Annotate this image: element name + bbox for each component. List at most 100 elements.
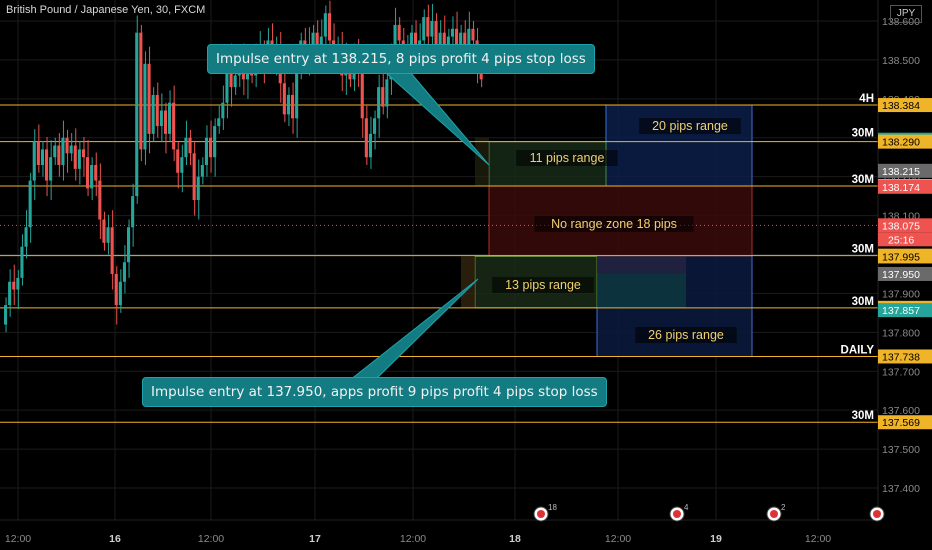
candle-body [24, 227, 28, 247]
candle-body [180, 157, 184, 173]
candle-body [12, 281, 16, 290]
candle-body [311, 32, 315, 45]
zone-accent [597, 255, 686, 274]
price-label: 138.215 [882, 166, 920, 178]
price-label: 137.950 [882, 269, 920, 281]
x-tick-label: 19 [710, 533, 722, 545]
price-label-bg [878, 179, 932, 194]
candle-body [114, 273, 118, 306]
event-count: 4 [684, 503, 689, 512]
candle-body [122, 262, 126, 282]
candle-body [40, 149, 44, 165]
candle-body [233, 75, 237, 88]
zone-box [605, 104, 753, 187]
candle-body [36, 141, 40, 165]
candle-body [397, 24, 401, 41]
price-label: 138.174 [882, 182, 920, 194]
timeframe-tag: 4H [859, 93, 874, 105]
candle-body [118, 281, 122, 306]
price-label: 137.857 [882, 305, 920, 317]
candle-body [86, 157, 90, 189]
candle-body [291, 94, 295, 119]
x-tick-label: 12:00 [198, 533, 224, 545]
price-label-bg [878, 98, 932, 113]
price-label: 137.569 [882, 417, 920, 429]
currency-button[interactable]: JPY [890, 5, 922, 23]
candle-body [135, 32, 139, 197]
price-label: 138.290 [882, 137, 920, 149]
countdown-label: 25:16 [888, 234, 914, 246]
y-tick-label: 137.700 [882, 366, 920, 378]
candle-body [98, 180, 102, 220]
timeframe-tag: 30M [852, 174, 874, 186]
price-label-bg [878, 415, 932, 430]
candle-body [209, 137, 213, 158]
x-tick-label: 12:00 [805, 533, 831, 545]
price-label: 137.995 [882, 251, 920, 263]
candle-body [172, 102, 176, 150]
annotation-entry-low: Impulse entry at 137.950, apps profit 9 … [142, 377, 607, 407]
candle-body [176, 149, 180, 173]
candle-body [28, 180, 32, 228]
event-count: 18 [548, 503, 557, 512]
y-tick-label: 137.600 [882, 405, 920, 417]
price-label: 138.075 [882, 220, 920, 232]
candle-body [221, 102, 225, 119]
candle-body [368, 133, 372, 158]
candle-body [385, 79, 389, 107]
candle-body [471, 28, 475, 41]
candle-body [434, 21, 438, 45]
candle-body [455, 28, 459, 53]
event-count: 2 [781, 503, 786, 512]
candle-body [159, 110, 163, 127]
candle-body [188, 137, 192, 154]
candle-body [426, 17, 430, 37]
zone-label: No range zone 18 pips [551, 217, 677, 231]
zone-label: 13 pips range [505, 278, 581, 292]
timeframe-tag: 30M [852, 244, 874, 256]
annotation-entry-high: Impulse entry at 138.215, 8 pips profit … [207, 44, 595, 74]
candle-body [414, 32, 418, 49]
y-tick-label: 137.900 [882, 288, 920, 300]
price-label-bg [878, 134, 932, 149]
candle-body [393, 24, 397, 57]
price-label-bg [878, 218, 932, 233]
candle-body [49, 157, 53, 181]
candle-body [8, 281, 12, 306]
y-tick-label: 138.500 [882, 55, 920, 67]
candle-body [204, 137, 208, 165]
zone-label-bg [635, 327, 737, 343]
candle-body [106, 227, 110, 243]
event-flag-icon-inner [537, 510, 545, 518]
candle-body [155, 94, 159, 127]
candle-body [192, 153, 196, 201]
candle-body [151, 94, 155, 134]
candle-body [286, 94, 290, 115]
candle-body [184, 137, 188, 158]
price-label-bg [878, 303, 932, 318]
y-tick-label: 137.800 [882, 327, 920, 339]
candle-body [45, 149, 49, 181]
candle-body [360, 71, 364, 119]
candle-body [450, 28, 454, 37]
candle-body [61, 137, 65, 165]
candle-body [16, 277, 20, 290]
timeframe-tag: DAILY [841, 344, 875, 356]
candle-body [438, 32, 442, 45]
zone-label-bg [639, 118, 741, 134]
event-flag-icon-inner [673, 510, 681, 518]
event-flag-icon-inner [873, 510, 881, 518]
candle-body [131, 196, 135, 228]
candle-body [373, 118, 377, 134]
candle-body [73, 145, 77, 169]
candle-body [110, 227, 114, 274]
zone-accent [475, 137, 489, 187]
candle-body [422, 17, 426, 41]
price-label-bg [878, 163, 932, 178]
zone-label: 11 pips range [530, 151, 605, 165]
candle-body [463, 32, 467, 45]
time-axis [0, 520, 878, 550]
candle-body [90, 164, 94, 189]
candle-body [217, 118, 221, 127]
